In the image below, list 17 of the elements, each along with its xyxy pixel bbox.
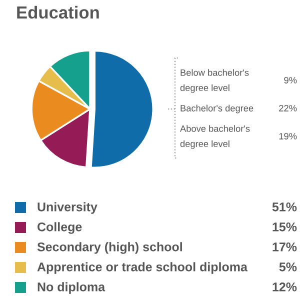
text: Bachelor's degree	[180, 104, 254, 114]
legend-label: Secondary (high) school	[37, 242, 182, 254]
legend-label: College	[38, 222, 82, 234]
legend-label: No diploma	[38, 282, 106, 294]
legend-label: University	[38, 202, 98, 214]
text: 9%	[284, 76, 297, 84]
chart-title: Education	[17, 6, 99, 19]
data-label: 12%	[272, 282, 297, 292]
legend-label: Apprentice or trade school diploma	[37, 262, 248, 274]
data-label: 17%	[272, 242, 297, 252]
text: Above bachelor's degree level	[180, 125, 250, 149]
text: Below bachelor's degree level	[180, 69, 249, 93]
text: 22%	[279, 104, 297, 112]
data-label: 5%	[279, 262, 297, 272]
text: 19%	[279, 132, 297, 140]
data-label: 51%	[272, 202, 297, 212]
data-label: 15%	[272, 222, 297, 232]
